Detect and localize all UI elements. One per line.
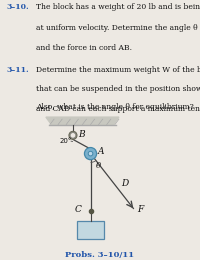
Circle shape <box>88 151 93 156</box>
Text: B: B <box>78 129 85 139</box>
Text: 3–11.: 3–11. <box>6 66 29 74</box>
Text: 3–10.: 3–10. <box>6 3 29 11</box>
Bar <box>77 221 104 239</box>
Text: Also, what is the angle θ for equilibrium?: Also, what is the angle θ for equilibriu… <box>36 103 194 111</box>
Circle shape <box>69 131 77 139</box>
Text: and the force in cord AB.: and the force in cord AB. <box>36 44 132 52</box>
Circle shape <box>71 134 75 137</box>
Text: C: C <box>74 205 81 214</box>
Text: A: A <box>98 147 104 156</box>
Polygon shape <box>46 117 119 125</box>
Text: at uniform velocity. Determine the angle θ for equilibrium: at uniform velocity. Determine the angle… <box>36 24 200 32</box>
Text: θ: θ <box>96 162 101 170</box>
Text: Determine the maximum weight W of the block: Determine the maximum weight W of the bl… <box>36 66 200 74</box>
Text: that can be suspended in the position shown if cords AB: that can be suspended in the position sh… <box>36 85 200 93</box>
Text: F: F <box>137 205 143 214</box>
Text: The block has a weight of 20 lb and is being hoisted: The block has a weight of 20 lb and is b… <box>36 3 200 11</box>
Text: Probs. 3–10/11: Probs. 3–10/11 <box>65 251 135 259</box>
Text: D: D <box>121 179 128 188</box>
Text: 20°: 20° <box>59 139 72 145</box>
Circle shape <box>84 147 97 160</box>
Text: and CAD can each support a maximum tension of 80 lb.: and CAD can each support a maximum tensi… <box>36 105 200 113</box>
